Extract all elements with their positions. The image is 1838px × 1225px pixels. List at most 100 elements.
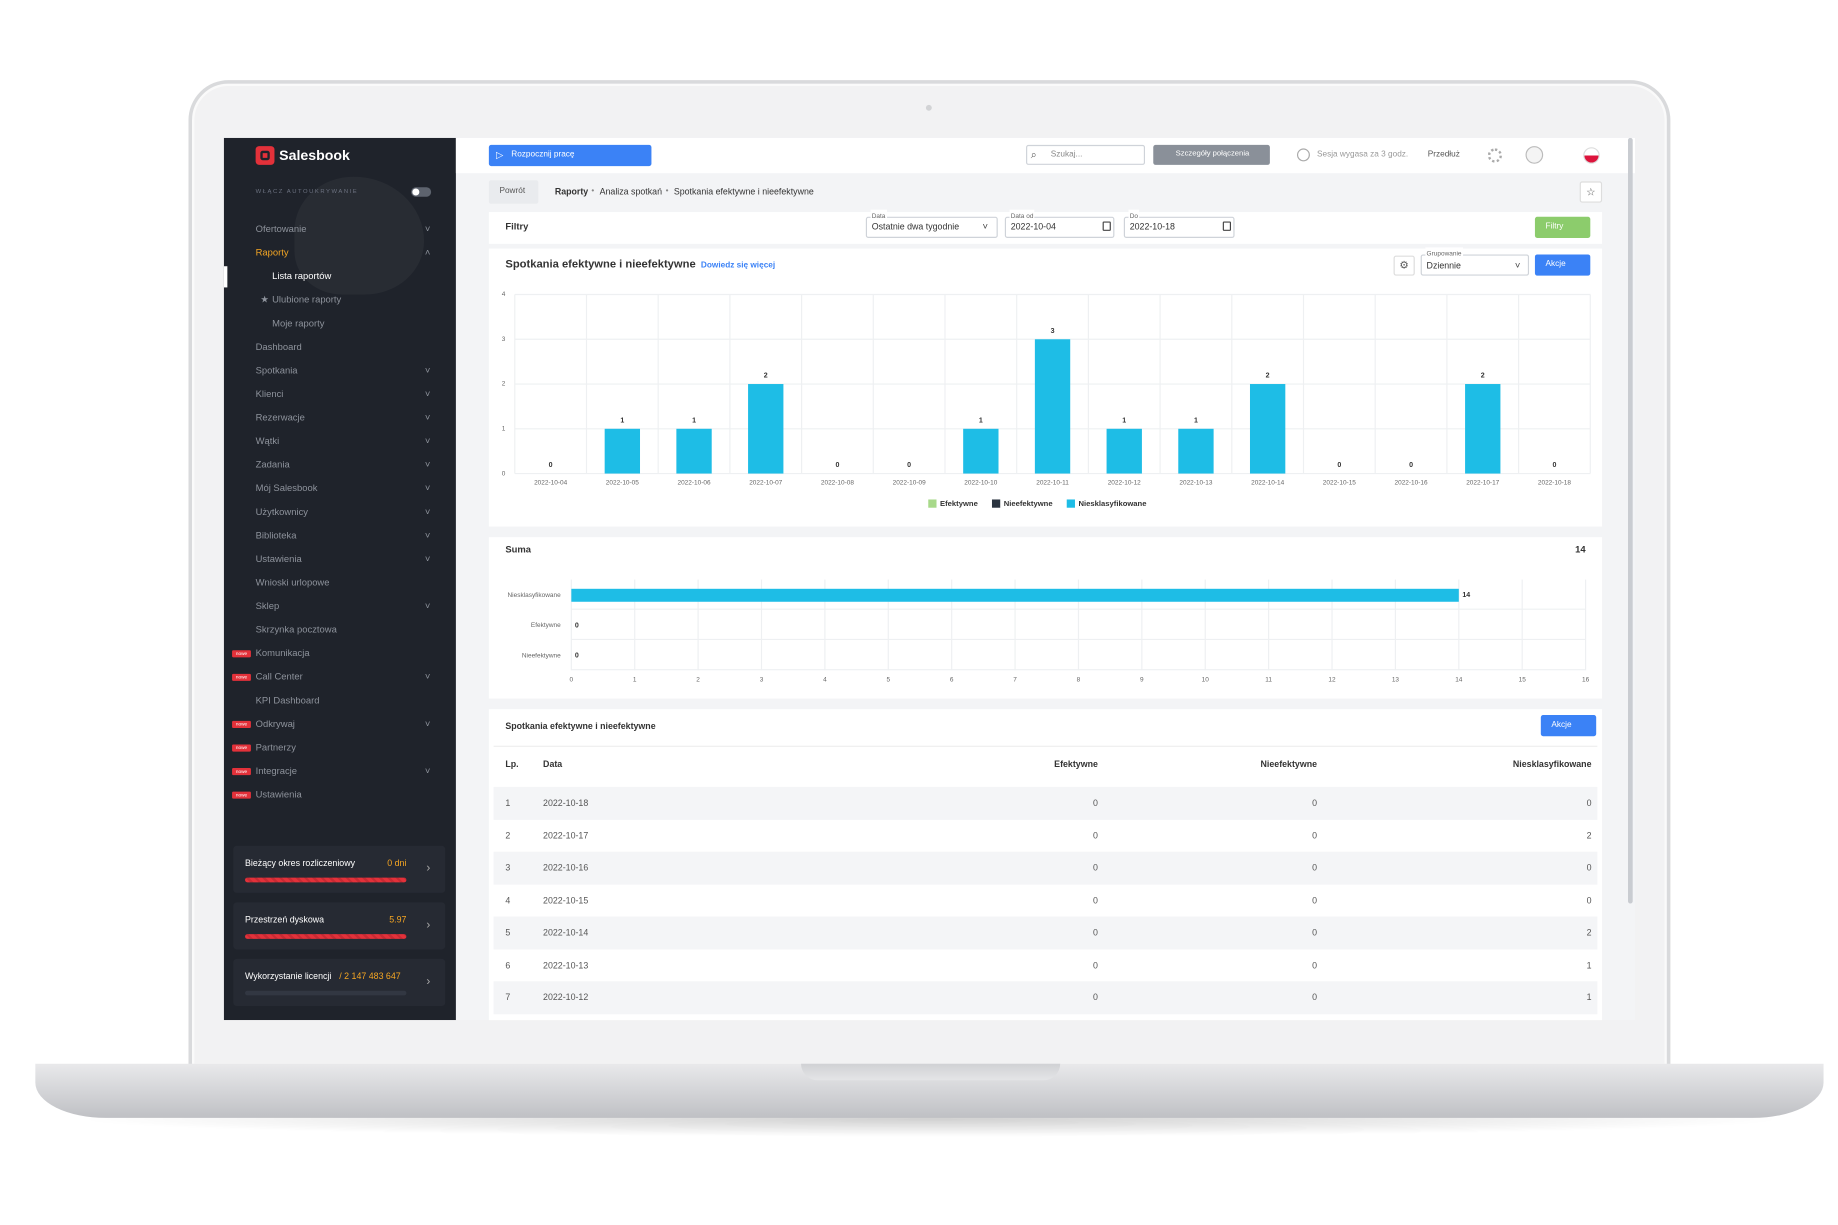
toggle[interactable] [411, 187, 432, 197]
back-label[interactable]: Powrót [499, 187, 526, 196]
chart-link[interactable]: Dowiedz się więcej [700, 261, 776, 270]
chart-settings[interactable]: ⚙ [1393, 255, 1415, 276]
camera [925, 104, 932, 111]
data-label: 0 [575, 622, 579, 629]
sidebar-item[interactable]: Komunikacja [255, 647, 310, 659]
table-cell: 4 [505, 894, 511, 906]
x-tick-label: 8 [1077, 676, 1081, 683]
x-tick-label: 4 [823, 676, 827, 683]
search-placeholder: Szukaj... [1050, 150, 1083, 160]
sidebar-item[interactable]: Wątki [255, 435, 280, 447]
x-tick-label: 5 [886, 676, 890, 683]
base-notch [801, 1063, 1061, 1081]
table-cell: 2 [505, 829, 511, 841]
logo-text: Salesbook [279, 147, 350, 164]
sidebar-item[interactable]: Lista raportów [272, 270, 332, 282]
breadcrumb-item[interactable]: Analiza spotkań [599, 186, 662, 197]
sidebar-item[interactable]: Ustawienia [255, 553, 302, 565]
sidebar-item[interactable]: Rezerwacje [255, 412, 305, 423]
avatar[interactable] [1525, 146, 1544, 164]
x-tick-label: 2022-10-15 [1323, 480, 1356, 487]
breadcrumb-sep: • [591, 187, 595, 196]
sidebar-item[interactable]: Klienci [255, 388, 284, 400]
sidebar-item[interactable]: KPI Dashboard [255, 695, 320, 706]
sidebar-item[interactable]: Sklep [255, 600, 280, 612]
date-field[interactable] [1123, 216, 1235, 238]
active-indicator [223, 266, 228, 288]
sidebar-item[interactable]: Odkrywaj [255, 718, 295, 730]
table-cell: 2 [1586, 829, 1592, 841]
sidebar-item[interactable]: Integracje [255, 765, 298, 777]
table-cell: 1 [505, 797, 511, 809]
sidebar-item[interactable]: Ofertowanie [255, 223, 307, 235]
data-label: 0 [907, 462, 911, 469]
extend-link[interactable]: Przedłuż [1427, 150, 1460, 160]
table-cell: 7 [505, 991, 511, 1003]
filters-button[interactable] [1534, 216, 1591, 238]
sidebar-item[interactable]: Wnioski urlopowe [255, 577, 330, 588]
sidebar-item[interactable]: Partnerzy [255, 742, 296, 753]
grouping-select[interactable] [1420, 254, 1530, 276]
bar [1034, 339, 1071, 474]
calendar-icon [1102, 221, 1111, 231]
table-cell: 0 [1586, 797, 1592, 809]
date-field[interactable] [865, 216, 998, 238]
flag[interactable] [1583, 147, 1600, 164]
data-label: 2 [1481, 373, 1485, 380]
actions-label[interactable]: Akcje [1545, 260, 1566, 269]
search-box[interactable] [1026, 144, 1146, 165]
sidebar-item[interactable]: Dashboard [255, 341, 302, 353]
sidebar-item[interactable]: Użytkownicy [255, 506, 308, 518]
autohide-label: WŁĄCZ AUTOUKRYWANIE [255, 188, 359, 196]
table-cell: 2022-10-18 [543, 797, 589, 809]
data-label: 2 [764, 373, 768, 380]
sidebar-item[interactable]: Spotkania [255, 365, 298, 376]
table-cell: 2022-10-15 [543, 894, 589, 906]
settings-icon[interactable] [1487, 148, 1502, 163]
data-label: 1 [692, 417, 696, 424]
table-cell: 0 [1092, 862, 1098, 873]
sidebar-item[interactable]: Call Center [255, 671, 303, 683]
connection-button[interactable] [1153, 144, 1270, 165]
sidebar-glow [294, 176, 425, 295]
connection-label[interactable]: Szczegóły połączenia [1175, 149, 1250, 158]
back-button[interactable] [488, 180, 539, 204]
sidebar-item[interactable]: Ulubione raporty [272, 294, 342, 306]
legend-swatch [1066, 499, 1075, 508]
sidebar-item[interactable]: Ustawienia [255, 789, 302, 800]
sidebar-item[interactable]: Mój Salesbook [255, 482, 318, 494]
sidebar-item[interactable]: Skrzynka pocztowa [255, 624, 337, 635]
start-button[interactable] [488, 144, 652, 167]
chevron: ˄ [424, 247, 431, 258]
sidebar-item[interactable]: Raporty [255, 247, 289, 258]
legend-label: Niesklasyfikowane [1079, 499, 1147, 508]
sidebar-item[interactable]: Biblioteka [255, 530, 297, 541]
filters-button-label[interactable]: Filtry [1545, 222, 1564, 231]
card-arrow: › [426, 975, 431, 989]
actions-button[interactable] [1534, 254, 1591, 276]
column-header: Data [543, 758, 563, 770]
chevron: ˅ [424, 223, 431, 235]
sidebar-item[interactable]: Moje raporty [272, 318, 325, 329]
table-actions-label[interactable]: Akcje [1551, 720, 1572, 730]
usage-value: 0 dni [387, 857, 407, 869]
x-tick-label: 10 [1202, 676, 1210, 683]
grouping-value: Dziennie [1426, 260, 1461, 271]
table-row-bg [493, 916, 1598, 950]
toggle-knob [412, 188, 420, 196]
breadcrumb-item[interactable]: Raporty [554, 186, 589, 197]
play-icon: ▷ [495, 149, 504, 161]
table-actions[interactable] [1540, 715, 1597, 737]
new-badge: nowe [232, 650, 251, 658]
table-cell: 2022-10-17 [543, 829, 589, 841]
favorite-button[interactable]: ☆ [1579, 181, 1603, 203]
start-label[interactable]: Rozpocznij pracę [511, 150, 575, 160]
usage-bar [245, 877, 407, 883]
sidebar-item[interactable]: Zadania [255, 459, 290, 471]
legend-label: Efektywne [940, 499, 978, 508]
x-tick-label: 3 [760, 676, 764, 683]
breadcrumb-sep: • [665, 187, 669, 196]
x-tick-label: 2022-10-16 [1395, 480, 1428, 487]
